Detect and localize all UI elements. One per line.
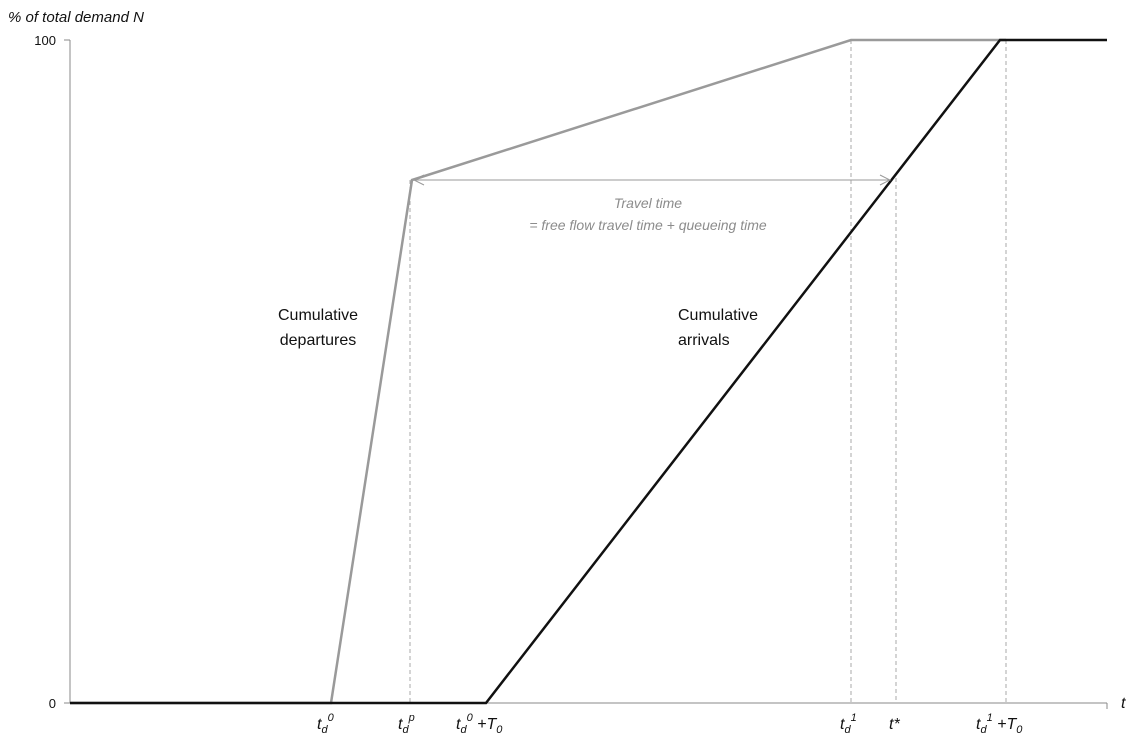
travel-time-arrowhead-right [879, 174, 892, 186]
travel-time-formula: = free flow travel time + queueing time [529, 217, 767, 233]
departures-label-line1: Cumulative [278, 307, 358, 324]
travel-time-arrowhead-left [412, 174, 425, 186]
marker-tstar: t* [889, 716, 900, 733]
x-axis-title: t [1121, 695, 1126, 712]
departures-curve [70, 38, 1006, 705]
marker-td0T0: td0 +T0 [456, 712, 503, 736]
y-axis-title: % of total demand N [8, 9, 144, 26]
arrivals-label-line2: arrivals [678, 332, 730, 349]
departures-label-line2: departures [280, 332, 357, 349]
marker-td0: td0 [317, 712, 335, 736]
y-tick-label-0: 0 [49, 696, 56, 711]
marker-td1: td1 [840, 712, 857, 736]
marker-tdp: tdp [398, 712, 415, 736]
travel-time-label: Travel time [614, 195, 682, 211]
arrivals-curve [70, 38, 1107, 705]
arrivals-label-line1: Cumulative [678, 307, 758, 324]
marker-td1T0: td1 +T0 [976, 712, 1023, 736]
y-tick-label-100: 100 [34, 33, 56, 48]
